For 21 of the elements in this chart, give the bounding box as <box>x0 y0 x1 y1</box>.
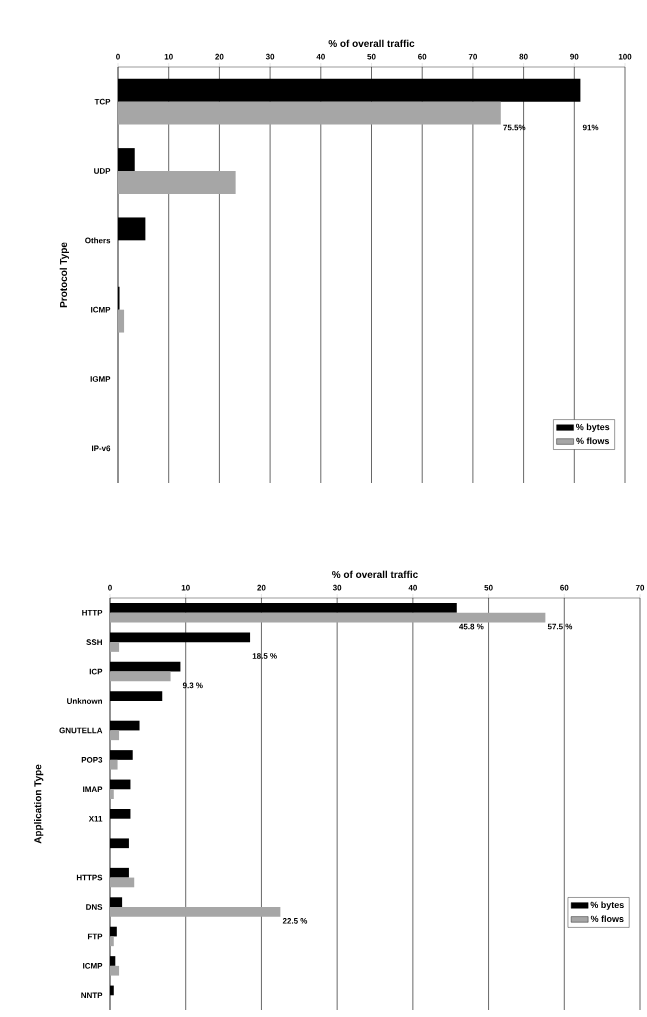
y-axis-title: Protocol Type <box>59 242 69 308</box>
bar <box>110 789 114 799</box>
bar <box>110 936 114 947</box>
bar <box>110 730 120 741</box>
y-axis-title: Application Type <box>34 764 44 844</box>
bar <box>110 642 120 652</box>
legend-label: % bytes <box>590 901 624 910</box>
bar <box>118 171 236 194</box>
bar <box>110 759 118 770</box>
bar <box>118 101 501 125</box>
bar <box>110 965 120 976</box>
bar <box>110 612 546 623</box>
bar <box>118 309 125 333</box>
x-axis-title: % of overall traffic <box>328 39 415 47</box>
x-axis-title: % of overall traffic <box>332 570 418 578</box>
legend-label: % flows <box>590 915 624 923</box>
legend-label: % flows <box>576 437 610 445</box>
legend-label: % bytes <box>576 423 610 432</box>
bar <box>110 671 171 682</box>
bar <box>110 907 281 917</box>
bar <box>110 877 135 888</box>
